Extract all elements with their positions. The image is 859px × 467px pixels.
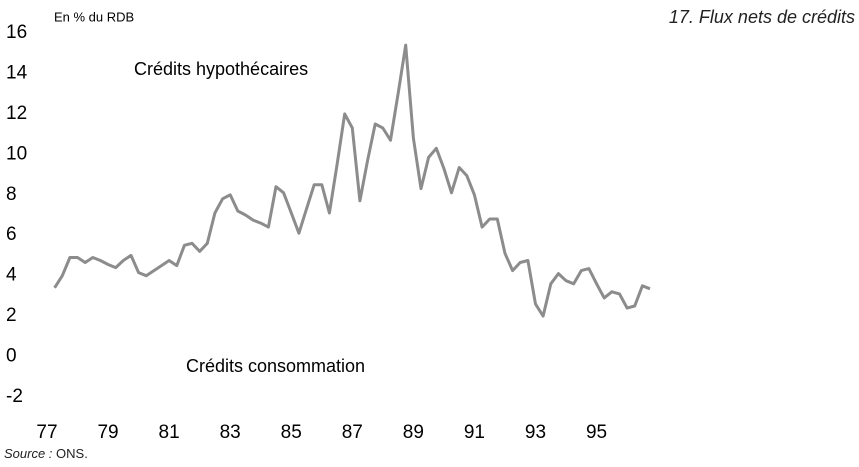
y-tick-label: 4 xyxy=(6,265,17,286)
x-tick-label: 95 xyxy=(586,422,607,443)
annotation: Crédits consommation xyxy=(186,356,365,376)
y-tick-label: 10 xyxy=(6,143,27,164)
series-line xyxy=(53,43,651,318)
chart-title: 17. Flux nets de crédits xyxy=(668,7,855,27)
x-tick-label: 93 xyxy=(525,422,546,443)
y-tick-label: -2 xyxy=(6,386,23,407)
x-tick-label: 77 xyxy=(36,422,57,443)
y-tick-label: 16 xyxy=(6,22,27,43)
y-tick-label: 12 xyxy=(6,103,27,124)
x-tick-label: 81 xyxy=(159,422,180,443)
x-tick-label: 83 xyxy=(220,422,241,443)
x-tick-label: 87 xyxy=(342,422,363,443)
series-label: Crédits hypothécaires xyxy=(134,59,308,79)
x-tick-label: 91 xyxy=(464,422,485,443)
x-tick-label: 79 xyxy=(97,422,118,443)
y-axis-label: En % du RDB xyxy=(54,9,134,24)
y-tick-label: 14 xyxy=(6,62,28,83)
y-tick-label: 8 xyxy=(6,184,17,205)
x-tick-label: 89 xyxy=(403,422,424,443)
y-tick-label: 6 xyxy=(6,224,17,245)
source: Source : ONS. xyxy=(4,446,88,461)
y-tick-label: 0 xyxy=(6,346,17,367)
source-text: ONS. xyxy=(56,446,88,461)
y-tick-label: 2 xyxy=(6,305,17,326)
x-tick-label: 85 xyxy=(281,422,302,443)
source-label: Source : xyxy=(4,446,53,461)
